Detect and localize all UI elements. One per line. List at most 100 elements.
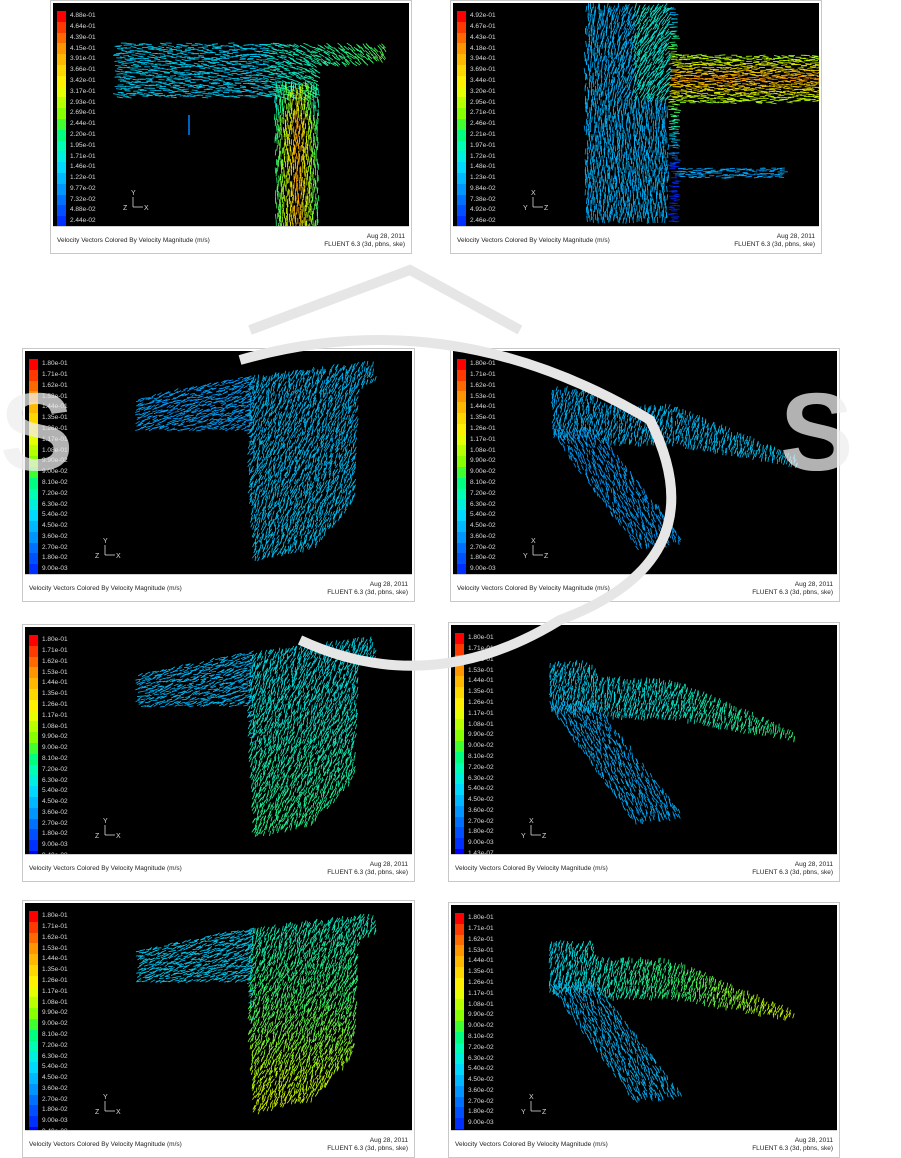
plot-footer: Velocity Vectors Colored By Velocity Mag…	[451, 854, 837, 879]
legend-value: 1.17e-01	[470, 435, 496, 443]
legend-value: 4.88e-01	[70, 12, 96, 20]
plot-footer: Velocity Vectors Colored By Velocity Mag…	[25, 1130, 412, 1155]
legend-value: 2.69e-01	[70, 109, 96, 117]
legend-row: 7.20e-02	[457, 488, 496, 500]
legend-swatch	[29, 1051, 38, 1063]
legend-swatch	[29, 635, 38, 646]
legend-row: 3.17e-01	[57, 86, 96, 98]
legend-swatch	[455, 1074, 464, 1086]
legend-row: 6.30e-02	[455, 1053, 494, 1065]
legend-swatch	[29, 764, 38, 776]
legend-row: 4.50e-02	[29, 796, 68, 808]
legend-value: 2.95e-01	[470, 98, 496, 106]
legend-value: 1.62e-01	[468, 655, 494, 663]
vector-region-tee	[583, 3, 819, 224]
legend-row: 1.35e-01	[29, 688, 68, 700]
plot-footer: Velocity Vectors Colored By Velocity Mag…	[25, 574, 412, 599]
legend-swatch	[455, 838, 464, 849]
vector-region-fan	[135, 636, 377, 837]
legend-row: 2.95e-01	[457, 97, 496, 109]
legend-row: 1.44e-01	[29, 954, 68, 965]
legend-row: 1.62e-01	[455, 654, 494, 666]
legend-row: 9.77e-02	[57, 183, 96, 195]
legend-swatch	[29, 402, 38, 413]
legend-row: 8.10e-02	[29, 477, 68, 489]
legend-swatch	[457, 466, 466, 478]
legend-row: 3.94e-01	[457, 54, 496, 65]
legend-swatch	[455, 686, 464, 698]
plot-caption: Velocity Vectors Colored By Velocity Mag…	[29, 865, 182, 872]
axis-label-depth: Y	[521, 833, 526, 840]
legend-row: 1.71e-01	[457, 369, 496, 381]
legend-row: 1.53e-01	[29, 391, 68, 403]
legend-row: 1.71e-01	[455, 923, 494, 935]
legend-value: 7.20e-02	[470, 489, 496, 497]
legend-swatch	[457, 11, 466, 22]
legend-value: 6.30e-02	[468, 774, 494, 782]
legend-row: 1.80e-02	[29, 553, 68, 565]
legend-swatch	[57, 118, 66, 130]
solver-info: FLUENT 6.3 (3d, pbns, ske)	[327, 589, 408, 596]
plot-date: Aug 28, 2011	[794, 1137, 833, 1144]
legend-value: 1.53e-01	[468, 946, 494, 954]
vector-region-fan-top	[548, 940, 795, 1021]
plot-area: X Y Z 4.92e-01 4.67e-01 4.43e-01 4.18e-01 3.94…	[453, 3, 819, 229]
legend-value: 5.40e-02	[470, 511, 496, 519]
legend-value: 1.44e-01	[468, 957, 494, 965]
legend-swatch	[457, 64, 466, 76]
legend-swatch	[457, 172, 466, 184]
legend-value: 3.60e-02	[468, 1086, 494, 1094]
legend-row: 2.70e-02	[29, 818, 68, 830]
axis-label-right: Z	[544, 553, 549, 560]
legend-value: 1.44e-01	[42, 955, 68, 963]
plot-date: Aug 28, 2011	[369, 581, 408, 588]
axis-label-right: X	[144, 205, 149, 212]
legend-row: 6.30e-02	[455, 773, 494, 785]
legend-value: 4.92e-02	[470, 206, 496, 214]
velocity-vector-field: X Y Z	[521, 660, 795, 840]
legend-value: 1.44e-01	[42, 679, 68, 687]
legend-row: 3.44e-01	[457, 75, 496, 87]
legend-row: 3.60e-02	[455, 1085, 494, 1097]
legend-swatch	[29, 921, 38, 933]
legend-swatch	[457, 140, 466, 152]
legend-swatch	[455, 784, 464, 795]
legend-value: 1.71e-01	[470, 370, 496, 378]
legend-swatch	[455, 816, 464, 828]
axis-label-depth: Z	[95, 553, 100, 560]
legend-row: 9.90e-02	[29, 1008, 68, 1019]
axis-label-depth: Y	[521, 1109, 526, 1116]
legend-value: 1.71e-01	[42, 922, 68, 930]
legend-value: 4.50e-02	[470, 522, 496, 530]
legend-row: 7.32e-02	[57, 194, 96, 206]
legend-value: 2.44e-01	[70, 120, 96, 128]
legend-row: 1.53e-01	[29, 943, 68, 955]
axis-label-depth: Y	[523, 205, 528, 212]
legend-row: 1.80e-01	[455, 913, 494, 924]
vector-region-fan-top	[550, 386, 798, 469]
axis-label-right: X	[116, 553, 121, 560]
legend-swatch	[29, 964, 38, 976]
legend-row: 7.20e-02	[455, 762, 494, 774]
legend-swatch	[457, 183, 466, 195]
vector-plot-panel-6: X Y Z 1.80e-01 1.71e-01 1.62e-01 1.53e-01 1.44…	[448, 622, 840, 882]
legend-value: 1.80e-02	[468, 828, 494, 836]
legend-value: 9.84e-02	[470, 184, 496, 192]
legend-swatch	[57, 97, 66, 109]
legend-swatch	[57, 194, 66, 206]
axis-label-right: X	[116, 833, 121, 840]
axis-label-up: X	[531, 538, 536, 545]
legend-row: 1.26e-01	[29, 699, 68, 711]
legend-value: 5.40e-02	[468, 785, 494, 793]
legend-swatch	[29, 742, 38, 754]
legend-row: 1.08e-01	[29, 997, 68, 1009]
legend-swatch	[455, 773, 464, 785]
legend-row: 1.80e-02	[29, 1105, 68, 1117]
legend-row: 8.10e-02	[29, 1029, 68, 1041]
legend-row: 1.26e-01	[29, 975, 68, 987]
legend-row: 1.08e-01	[29, 721, 68, 733]
legend-row: 8.10e-02	[29, 753, 68, 765]
legend-swatch	[457, 97, 466, 109]
legend-value: 1.53e-01	[42, 668, 68, 676]
legend-value: 2.20e-01	[70, 130, 96, 138]
